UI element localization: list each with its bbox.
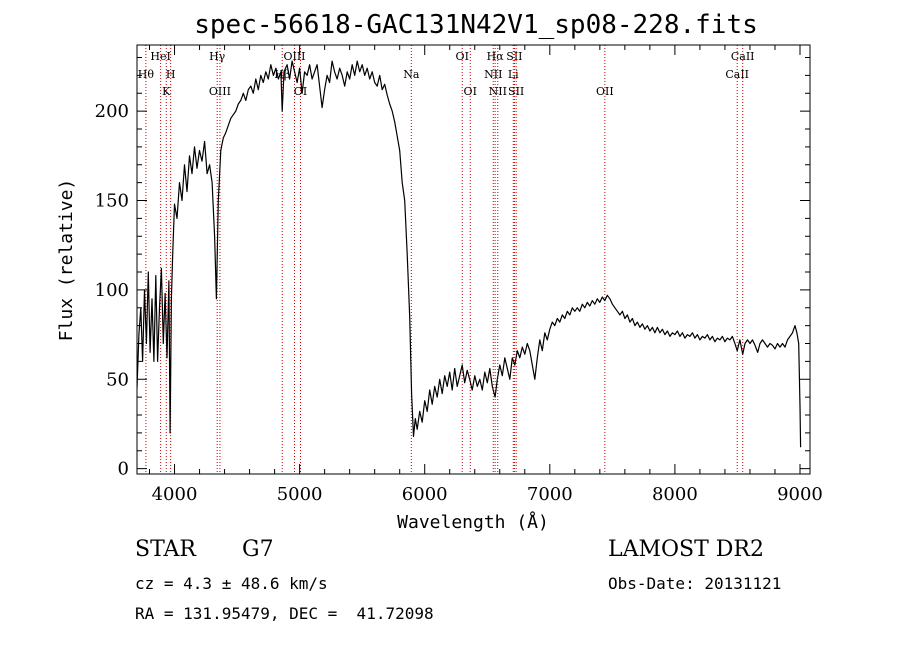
line-marker-label: SII: [508, 85, 524, 98]
chart-title: spec-56618-GAC131N42V1_sp08-228.fits: [194, 10, 758, 40]
line-marker-label: OII: [596, 85, 614, 98]
axis-ticks: 4000 5000 6000 7000 8000 9000 0 50 100 150 200: [95, 45, 823, 505]
y-tick-label: 150: [95, 191, 129, 212]
spectrum-series-line: [137, 60, 802, 448]
survey-name: LAMOST DR2: [608, 537, 764, 562]
y-tick-label: 0: [118, 459, 129, 480]
observation-date: Obs-Date: 20131121: [608, 574, 782, 593]
line-marker-label: OIII: [283, 50, 305, 63]
line-marker-label: OI: [464, 85, 477, 98]
line-markers: HθHeIKHHγOIIIHβOIIIOINaOIOINIIHαNIILiSII…: [138, 45, 755, 474]
ra-dec-coordinates: RA = 131.95479, DEC = 41.72098: [135, 604, 434, 623]
plot-frame: [136, 44, 811, 475]
line-marker-label: Li: [508, 68, 519, 81]
x-tick-label: 5000: [277, 484, 323, 505]
line-marker-label: NII: [484, 68, 502, 81]
line-marker-label: CaII: [725, 68, 749, 81]
line-marker-label: OI: [456, 50, 469, 63]
line-marker-label: HeI: [150, 50, 170, 63]
object-subclass: G7: [242, 537, 274, 562]
x-tick-label: 8000: [652, 484, 698, 505]
line-marker-label: Na: [403, 68, 420, 81]
line-marker-label: Hγ: [209, 50, 226, 63]
line-marker-label: Hα: [487, 50, 505, 63]
object-class: STAR: [135, 537, 196, 562]
y-tick-label: 200: [95, 101, 129, 122]
y-axis-label: Flux (relative): [56, 179, 77, 342]
x-tick-label: 6000: [402, 484, 448, 505]
redshift-value: cz = 4.3 ± 48.6 km/s: [135, 574, 328, 593]
line-marker-label: NII: [489, 85, 507, 98]
line-marker-label: CaII: [731, 50, 755, 63]
x-tick-label: 4000: [152, 484, 198, 505]
line-marker-label: K: [162, 85, 171, 98]
line-marker-label: Hθ: [138, 68, 155, 81]
y-tick-label: 100: [95, 280, 129, 301]
x-tick-label: 7000: [527, 484, 573, 505]
line-marker-label: H: [166, 68, 176, 81]
y-tick-label: 50: [106, 369, 129, 390]
x-axis-label: Wavelength (Å): [397, 511, 549, 533]
line-marker-label: OIII: [209, 85, 231, 98]
x-tick-label: 9000: [777, 484, 823, 505]
line-marker-label: SII: [506, 50, 522, 63]
line-marker-label: OI: [294, 85, 307, 98]
series-group: [137, 60, 802, 448]
